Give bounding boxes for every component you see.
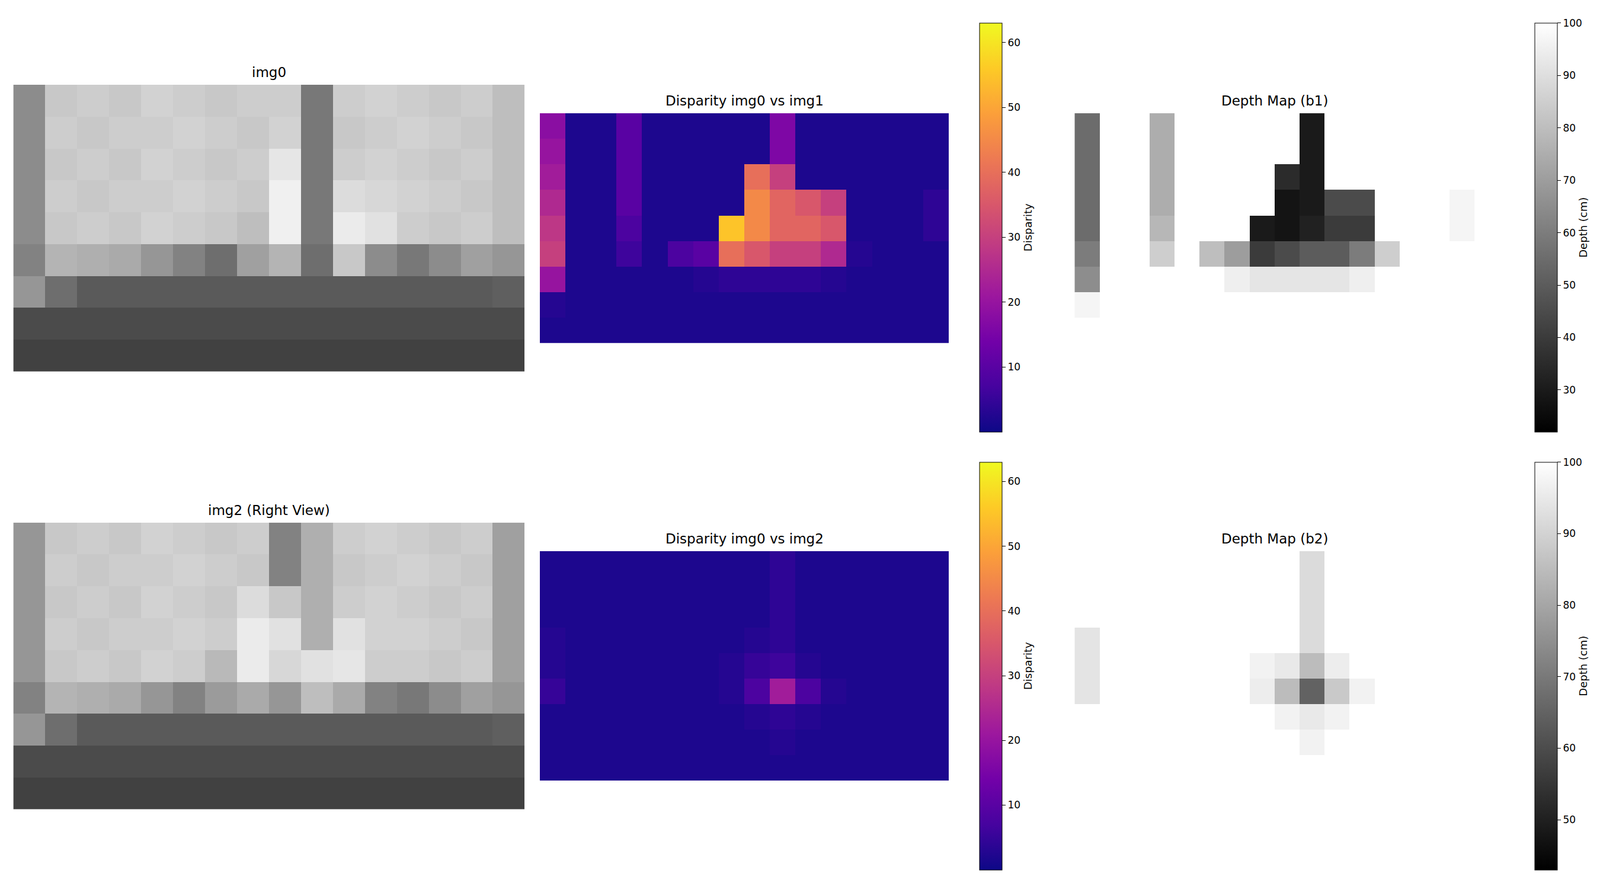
svg-text:Depth Map (b2): Depth Map (b2)	[1221, 530, 1328, 547]
svg-text:30: 30	[1007, 231, 1021, 243]
svg-text:90: 90	[1562, 69, 1576, 82]
svg-text:20: 20	[1007, 734, 1021, 747]
svg-text:10: 10	[1007, 360, 1021, 373]
svg-text:40: 40	[1007, 166, 1021, 179]
svg-text:80: 80	[1562, 122, 1576, 134]
svg-text:90: 90	[1562, 527, 1576, 540]
svg-text:50: 50	[1007, 540, 1021, 553]
svg-text:70: 70	[1562, 174, 1576, 187]
svg-text:Disparity: Disparity	[1021, 203, 1035, 252]
svg-text:40: 40	[1562, 331, 1576, 344]
svg-text:10: 10	[1007, 798, 1021, 811]
svg-text:100: 100	[1562, 17, 1582, 30]
svg-text:50: 50	[1562, 279, 1576, 291]
svg-text:Disparity img0 vs img2: Disparity img0 vs img2	[665, 530, 824, 547]
svg-text:80: 80	[1562, 599, 1576, 611]
svg-text:60: 60	[1007, 36, 1021, 49]
svg-text:30: 30	[1007, 669, 1021, 682]
svg-text:60: 60	[1562, 741, 1576, 754]
svg-text:Depth (cm): Depth (cm)	[1576, 197, 1590, 258]
svg-text:30: 30	[1562, 384, 1576, 396]
svg-text:60: 60	[1007, 475, 1021, 488]
svg-text:50: 50	[1007, 101, 1021, 114]
svg-text:Depth (cm): Depth (cm)	[1576, 635, 1590, 697]
svg-text:img0: img0	[251, 64, 287, 80]
svg-text:40: 40	[1007, 605, 1021, 617]
svg-text:100: 100	[1562, 456, 1582, 469]
svg-text:img2 (Right View): img2 (Right View)	[208, 502, 331, 518]
svg-text:Depth Map (b1): Depth Map (b1)	[1221, 93, 1328, 109]
svg-text:Disparity: Disparity	[1021, 641, 1035, 690]
svg-text:20: 20	[1007, 296, 1021, 309]
svg-text:Disparity img0 vs img1: Disparity img0 vs img1	[665, 93, 824, 109]
svg-text:70: 70	[1562, 670, 1576, 683]
svg-text:60: 60	[1562, 226, 1576, 239]
svg-text:50: 50	[1562, 813, 1576, 826]
